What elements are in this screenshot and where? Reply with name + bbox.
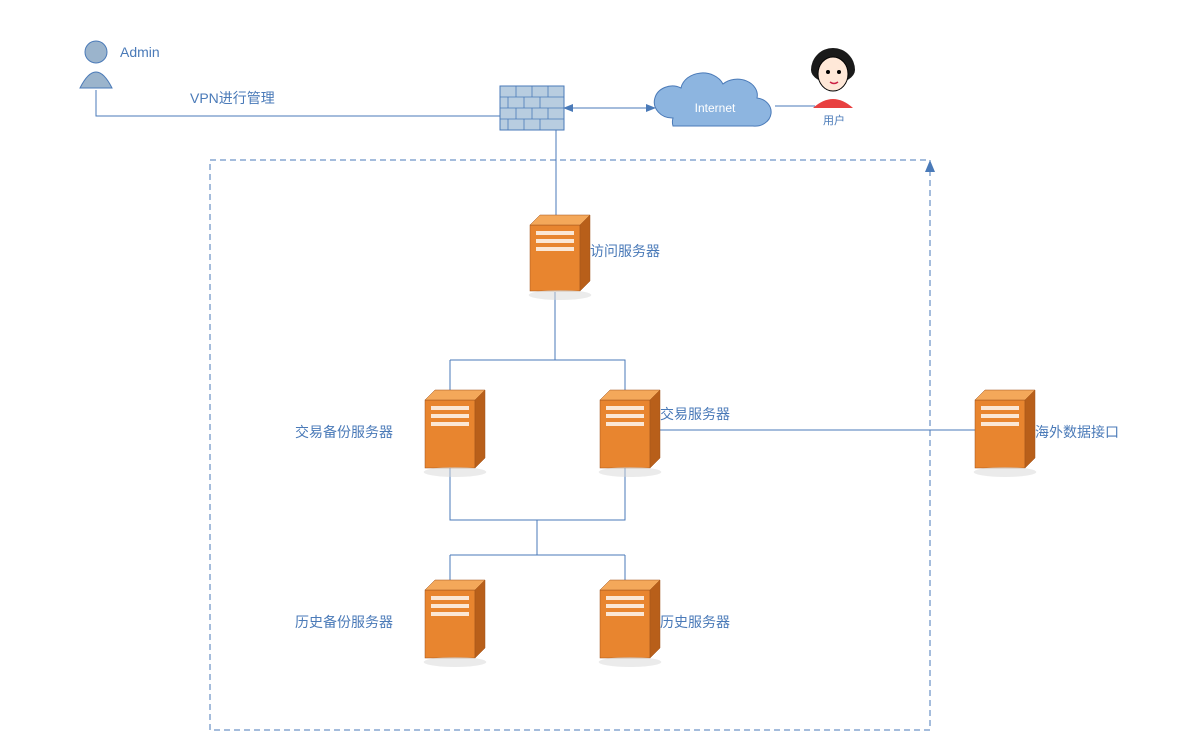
svg-text:Internet: Internet	[695, 101, 736, 115]
trade_backup-label: 交易备份服务器	[295, 422, 393, 442]
diagram-canvas: Internet	[0, 0, 1188, 740]
history_backup-label: 历史备份服务器	[295, 612, 393, 632]
trade_server-label: 交易服务器	[660, 404, 730, 424]
enduser-label: 用户	[823, 112, 845, 128]
overseas_server-label: 海外数据接口	[1035, 422, 1119, 442]
admin-label: Admin	[120, 44, 160, 60]
vpn_label-label: VPN进行管理	[190, 88, 275, 108]
access_server-label: 访问服务器	[590, 241, 660, 261]
history_server-label: 历史服务器	[660, 612, 730, 632]
